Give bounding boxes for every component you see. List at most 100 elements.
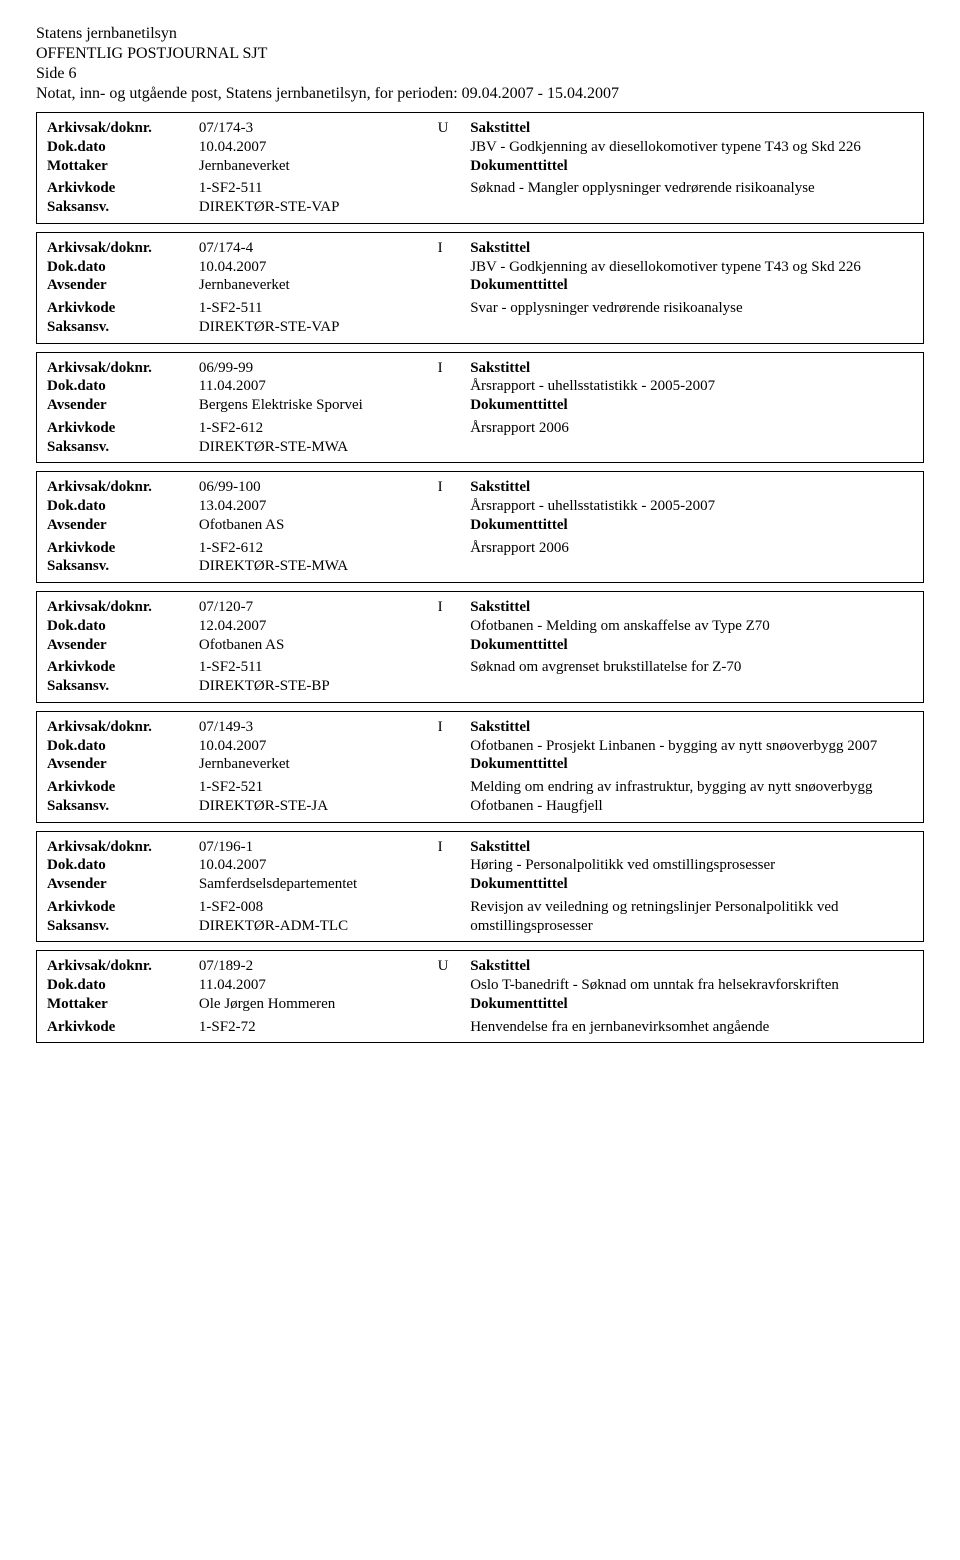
label-arkivkode: Arkivkode: [47, 299, 199, 318]
value-date: 10.04.2007: [199, 737, 470, 756]
label-dokdato: Dok.dato: [47, 138, 199, 157]
value-date: 10.04.2007: [199, 258, 470, 277]
label-dokdato: Dok.dato: [47, 258, 199, 277]
value-date: 13.04.2007: [199, 497, 470, 516]
value-doktittel: Melding om endring av infrastruktur, byg…: [470, 778, 913, 816]
right-block-top: SakstittelJBV - Godkjenning av diesellok…: [470, 239, 913, 295]
value-saksansv: DIREKTØR-STE-JA: [199, 797, 470, 816]
label-dokdato: Dok.dato: [47, 976, 199, 995]
label-arkivkode: Arkivkode: [47, 658, 199, 677]
label-saksansv: Saksansv.: [47, 677, 199, 696]
label-dokumenttittel: Dokumenttittel: [470, 636, 909, 655]
label-arkivsak: Arkivsak/doknr.: [47, 957, 199, 976]
journal-entry: Arkivsak/doknr.06/99-100ISakstittelÅrsra…: [36, 471, 924, 583]
header-title: OFFENTLIG POSTJOURNAL SJT: [36, 44, 924, 64]
journal-entry: Arkivsak/doknr.07/196-1ISakstittelHøring…: [36, 831, 924, 943]
value-direction: U: [438, 957, 471, 976]
value-direction: U: [438, 119, 471, 138]
label-arkivkode: Arkivkode: [47, 419, 199, 438]
label-dokdato: Dok.dato: [47, 497, 199, 516]
entries-container: Arkivsak/doknr.07/174-3USakstittelJBV - …: [36, 112, 924, 1043]
value-party: Jernbaneverket: [199, 157, 470, 176]
label-arkivkode: Arkivkode: [47, 179, 199, 198]
value-saksansv: DIREKTØR-STE-BP: [199, 677, 470, 696]
label-sakstittel: Sakstittel: [470, 718, 909, 737]
label-party: Mottaker: [47, 157, 199, 176]
value-party: Jernbaneverket: [199, 276, 470, 295]
value-date: 10.04.2007: [199, 138, 470, 157]
label-arkivkode: Arkivkode: [47, 1018, 199, 1037]
right-block-top: SakstittelÅrsrapport - uhellsstatistikk …: [470, 478, 913, 534]
entry-table: Arkivsak/doknr.07/174-3USakstittelJBV - …: [47, 119, 913, 217]
value-sakstittel: Årsrapport - uhellsstatistikk - 2005-200…: [470, 377, 909, 396]
value-doktittel: Søknad - Mangler opplysninger vedrørende…: [470, 179, 913, 217]
page-header: Statens jernbanetilsyn OFFENTLIG POSTJOU…: [36, 24, 924, 104]
value-doknr: 06/99-100: [199, 478, 438, 497]
label-dokumenttittel: Dokumenttittel: [470, 157, 909, 176]
right-block-top: SakstittelHøring - Personalpolitikk ved …: [470, 838, 913, 894]
value-doktittel: Svar - opplysninger vedrørende risikoana…: [470, 299, 913, 337]
value-doktittel: Henvendelse fra en jernbanevirksomhet an…: [470, 1018, 913, 1037]
label-dokumenttittel: Dokumenttittel: [470, 516, 909, 535]
value-doknr: 07/196-1: [199, 838, 438, 857]
label-saksansv: Saksansv.: [47, 917, 199, 936]
label-saksansv: Saksansv.: [47, 198, 199, 217]
value-saksansv: DIREKTØR-STE-MWA: [199, 438, 470, 457]
label-sakstittel: Sakstittel: [470, 598, 909, 617]
value-doknr: 07/149-3: [199, 718, 438, 737]
value-doknr: 07/174-4: [199, 239, 438, 258]
value-date: 11.04.2007: [199, 377, 470, 396]
right-block-top: SakstittelÅrsrapport - uhellsstatistikk …: [470, 359, 913, 415]
value-saksansv: DIREKTØR-STE-VAP: [199, 318, 470, 337]
value-direction: I: [438, 598, 471, 617]
value-arkivkode: 1-SF2-72: [199, 1018, 470, 1037]
label-saksansv: Saksansv.: [47, 318, 199, 337]
journal-entry: Arkivsak/doknr.07/149-3ISakstittelOfotba…: [36, 711, 924, 823]
entry-table: Arkivsak/doknr.06/99-99ISakstittelÅrsrap…: [47, 359, 913, 457]
label-saksansv: Saksansv.: [47, 557, 199, 576]
header-period: Notat, inn- og utgående post, Statens je…: [36, 84, 924, 104]
label-party: Avsender: [47, 396, 199, 415]
label-sakstittel: Sakstittel: [470, 359, 909, 378]
label-arkivsak: Arkivsak/doknr.: [47, 239, 199, 258]
value-party: Jernbaneverket: [199, 755, 470, 774]
entry-table: Arkivsak/doknr.07/149-3ISakstittelOfotba…: [47, 718, 913, 816]
value-date: 12.04.2007: [199, 617, 470, 636]
label-sakstittel: Sakstittel: [470, 957, 909, 976]
label-saksansv: Saksansv.: [47, 438, 199, 457]
journal-entry: Arkivsak/doknr.06/99-99ISakstittelÅrsrap…: [36, 352, 924, 464]
journal-entry: Arkivsak/doknr.07/120-7ISakstittelOfotba…: [36, 591, 924, 703]
value-arkivkode: 1-SF2-612: [199, 419, 470, 438]
value-doktittel: Revisjon av veiledning og retningslinjer…: [470, 898, 913, 936]
entry-table: Arkivsak/doknr.07/120-7ISakstittelOfotba…: [47, 598, 913, 696]
journal-entry: Arkivsak/doknr.07/174-3USakstittelJBV - …: [36, 112, 924, 224]
value-saksansv: DIREKTØR-STE-VAP: [199, 198, 470, 217]
label-dokdato: Dok.dato: [47, 377, 199, 396]
label-party: Avsender: [47, 755, 199, 774]
value-direction: I: [438, 838, 471, 857]
value-doktittel: Årsrapport 2006: [470, 539, 913, 577]
label-dokdato: Dok.dato: [47, 617, 199, 636]
label-sakstittel: Sakstittel: [470, 119, 909, 138]
value-date: 10.04.2007: [199, 856, 470, 875]
label-party: Avsender: [47, 875, 199, 894]
value-arkivkode: 1-SF2-521: [199, 778, 470, 797]
header-page: Side 6: [36, 64, 924, 84]
value-arkivkode: 1-SF2-008: [199, 898, 470, 917]
value-doknr: 07/174-3: [199, 119, 438, 138]
label-sakstittel: Sakstittel: [470, 239, 909, 258]
value-direction: I: [438, 718, 471, 737]
entry-table: Arkivsak/doknr.07/174-4ISakstittelJBV - …: [47, 239, 913, 337]
journal-entry: Arkivsak/doknr.07/189-2USakstittelOslo T…: [36, 950, 924, 1043]
value-party: Bergens Elektriske Sporvei: [199, 396, 470, 415]
right-block-top: SakstittelOslo T-banedrift - Søknad om u…: [470, 957, 913, 1013]
value-direction: I: [438, 478, 471, 497]
label-party: Avsender: [47, 516, 199, 535]
value-arkivkode: 1-SF2-511: [199, 658, 470, 677]
value-arkivkode: 1-SF2-511: [199, 299, 470, 318]
label-dokumenttittel: Dokumenttittel: [470, 396, 909, 415]
right-block-top: SakstittelOfotbanen - Melding om anskaff…: [470, 598, 913, 654]
value-sakstittel: Oslo T-banedrift - Søknad om unntak fra …: [470, 976, 909, 995]
value-saksansv: DIREKTØR-ADM-TLC: [199, 917, 470, 936]
label-sakstittel: Sakstittel: [470, 838, 909, 857]
